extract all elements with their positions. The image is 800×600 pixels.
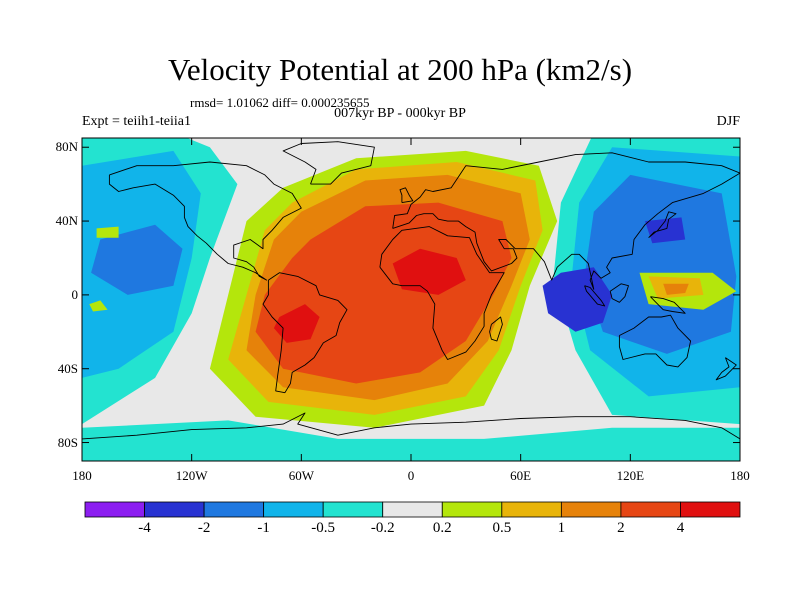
contour-region-17 [663, 283, 689, 295]
colorbar-cell-7 [501, 501, 562, 518]
coastline-new-zealand [715, 357, 737, 381]
coastline-australia [618, 314, 692, 368]
colorbar-cell-3 [263, 501, 324, 518]
contour-region-12 [584, 174, 737, 354]
colorbar-label: -2 [197, 520, 211, 536]
contour-region-11 [91, 224, 183, 295]
colorbar-cell-10 [680, 501, 741, 518]
lat-label: 80N [55, 139, 78, 155]
lon-label: 180 [730, 468, 750, 483]
coastline-borneo [609, 283, 629, 303]
contour-region-5 [273, 304, 320, 343]
coastline-madagascar [489, 316, 503, 342]
coastline-sumatra [584, 285, 606, 307]
coastline-africa [379, 226, 505, 360]
coastline-greenland [282, 141, 375, 185]
coastline-layer [82, 141, 740, 440]
colorbar-cell-9 [620, 501, 681, 518]
lon-label: 0 [407, 468, 415, 483]
colorbar-label: 4 [676, 520, 685, 536]
lon-label: 120E [616, 468, 645, 483]
contour-region-8 [82, 420, 740, 461]
lon-label: 60W [288, 468, 314, 483]
colorbar-cell-2 [203, 501, 265, 518]
contour-region-13 [542, 267, 613, 332]
contour-region-4 [392, 248, 466, 295]
colorbar-label: 0.2 [432, 520, 452, 536]
lat-label: 40N [55, 213, 78, 229]
colorbar-cell-0 [84, 501, 145, 518]
coastline-new-guinea [650, 296, 686, 314]
period-label: 007kyr BP - 000kyr BP [334, 106, 466, 121]
colorbar-label: -0.5 [311, 520, 336, 536]
colorbar-label: 1 [557, 520, 566, 536]
stats-line: rmsd= 1.01062 diff= 0.000235655 [190, 95, 370, 110]
colorbar-label: -0.2 [370, 520, 395, 536]
season-label: DJF [716, 114, 740, 129]
coastline-north-america [108, 161, 302, 281]
colorbar-label: -1 [257, 520, 270, 536]
map-area [82, 138, 740, 461]
coastline-japan [648, 211, 677, 239]
lon-label: 60E [510, 468, 532, 483]
contour-region-18 [96, 226, 119, 238]
contour-region-14 [645, 217, 686, 244]
lon-label: 180 [72, 468, 92, 483]
colorbar [84, 501, 741, 518]
colorbar-cell-8 [560, 501, 622, 518]
colorbar-cell-1 [144, 501, 205, 518]
lat-label: 40S [57, 360, 78, 376]
lat-label: 0 [71, 286, 79, 302]
coastline-south-america [262, 272, 348, 394]
contour-fill-layer [82, 138, 740, 461]
colorbar-cell-4 [322, 501, 384, 518]
contour-region-3 [255, 202, 512, 384]
plot-title: Velocity Potential at 200 hPa (km2/s) [167, 52, 633, 87]
colorbar-label: 0.5 [492, 520, 512, 536]
colorbar-label: -4 [138, 520, 151, 536]
coastline-british-isles [399, 187, 414, 204]
colorbar-cell-6 [441, 501, 503, 518]
axis-tick-layer [81, 138, 741, 461]
lon-label: 120W [175, 468, 208, 483]
experiment-label: Expt = teiih1-teiia1 [82, 114, 191, 129]
contour-region-19 [89, 300, 108, 312]
colorbar-cell-5 [382, 501, 443, 518]
lat-label: 80S [57, 434, 78, 450]
coastline-antarctica [82, 412, 740, 440]
coastline-eurasia [392, 152, 740, 290]
colorbar-label: 2 [617, 520, 625, 536]
